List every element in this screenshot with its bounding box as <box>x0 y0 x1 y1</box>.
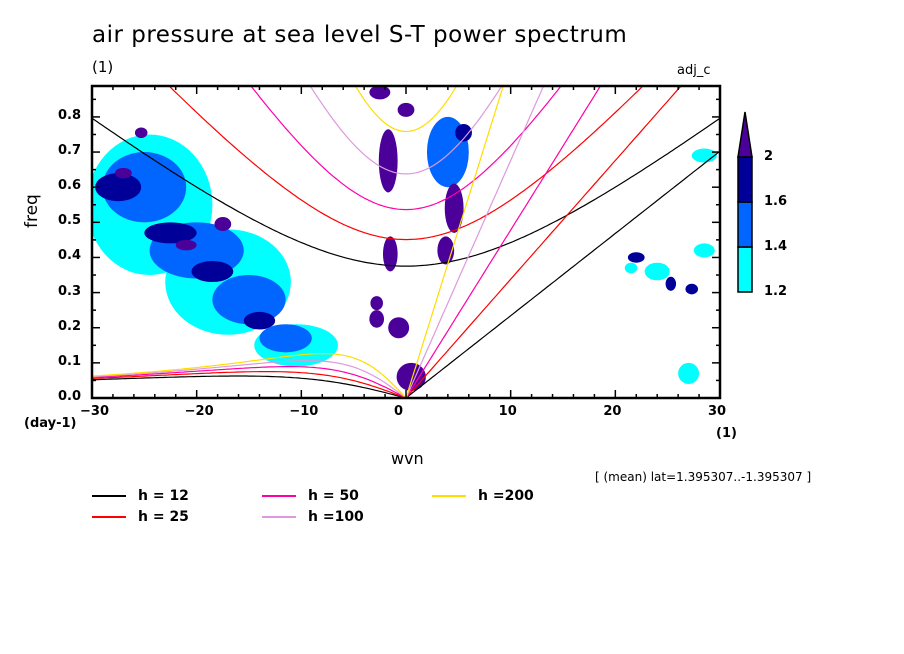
contour-blob <box>212 275 286 325</box>
contour-blob <box>191 260 234 283</box>
colorbar-label: 1.6 <box>764 194 788 209</box>
y-tick-label: 0.5 <box>58 213 82 229</box>
colorbar-extend-triangle <box>737 111 753 158</box>
y-tick-label: 0.2 <box>58 318 82 334</box>
dispersion-curve-layer <box>92 86 720 398</box>
rossby-wave-curve <box>92 375 407 398</box>
contour-blob <box>259 324 312 353</box>
legend-item: h = 12 <box>92 488 189 504</box>
x-tick-label: −10 <box>289 404 319 419</box>
colorbar <box>737 111 753 293</box>
kelvin-wave-curve <box>405 150 720 398</box>
contour-blob <box>382 236 398 272</box>
contour-blob <box>624 262 638 274</box>
variable-name: adj_c <box>677 63 711 78</box>
colorbar-segment <box>737 201 753 248</box>
contour-blob <box>693 243 715 258</box>
legend-swatch <box>262 495 296 497</box>
contour-blob <box>369 310 385 328</box>
kelvin-wave-curve <box>405 86 504 398</box>
x-axis-ticks <box>91 86 721 398</box>
contour-blob <box>685 283 699 295</box>
inertia-gravity-curve <box>250 86 562 211</box>
y-axis-units: (day-1) <box>24 416 77 431</box>
inertia-gravity-curve <box>168 86 644 241</box>
contour-blob <box>397 102 415 117</box>
x-tick-label: −20 <box>184 404 214 419</box>
legend-item: h =200 <box>432 488 534 504</box>
legend-swatch <box>432 495 466 497</box>
legend-label: h = 50 <box>308 488 359 504</box>
y-tick-label: 0.1 <box>58 353 82 369</box>
x-axis-units: (1) <box>716 426 737 441</box>
legend-swatch <box>92 495 126 497</box>
contour-blob <box>691 148 717 163</box>
contour-blob <box>370 296 383 311</box>
x-tick-label: 0 <box>394 404 404 419</box>
chart-units: (1) <box>92 58 114 76</box>
inertia-gravity-curve <box>309 86 503 175</box>
y-tick-label: 0.7 <box>58 143 82 159</box>
contour-blob <box>115 167 132 179</box>
y-tick-label: 0.3 <box>58 283 82 299</box>
contour-blob <box>378 129 398 193</box>
contour-blob <box>144 222 197 244</box>
legend-item: h = 25 <box>92 509 189 525</box>
colorbar-label: 2 <box>764 149 774 164</box>
x-tick-label: −30 <box>80 404 109 419</box>
inertia-gravity-curve <box>92 117 720 267</box>
contour-blob <box>665 276 677 291</box>
y-tick-label: 0.8 <box>58 107 82 123</box>
mean-latitude-note: [ (mean) lat=1.395307..-1.395307 ] <box>595 470 812 484</box>
contour-blob <box>455 123 472 142</box>
y-axis-ticks <box>92 98 720 399</box>
legend-item: h =100 <box>262 509 364 525</box>
y-tick-label: 0.6 <box>58 178 82 194</box>
inertia-gravity-curve <box>354 86 458 133</box>
contour-blob <box>644 262 670 281</box>
rossby-wave-curve <box>92 366 407 398</box>
x-axis-label: wvn <box>391 449 424 468</box>
contour-blob <box>175 239 197 251</box>
kelvin-wave-curve <box>405 86 545 398</box>
legend-label: h =200 <box>478 488 534 504</box>
legend-label: h =100 <box>308 509 364 525</box>
rossby-wave-curve <box>92 360 407 398</box>
y-tick-label: 0.0 <box>58 389 82 404</box>
rossby-wave-curve <box>92 371 407 398</box>
contour-blob <box>243 311 276 330</box>
contour-blob <box>678 362 700 384</box>
x-tick-label: 20 <box>603 404 622 419</box>
colorbar-label: 1.4 <box>764 239 788 254</box>
contour-blob <box>444 183 464 233</box>
legend-swatch <box>262 516 296 518</box>
colorbar-label: 1.2 <box>764 284 788 299</box>
contour-blob <box>388 317 410 339</box>
kelvin-wave-curve <box>405 86 602 398</box>
colorbar-segment <box>737 156 753 203</box>
contour-blob <box>369 86 391 100</box>
contour-blob <box>134 127 148 138</box>
chart-title: air pressure at sea level S-T power spec… <box>92 22 628 48</box>
contour-blob <box>627 252 645 263</box>
legend-label: h = 25 <box>138 509 189 525</box>
legend-swatch <box>92 516 126 518</box>
legend-item: h = 50 <box>262 488 359 504</box>
kelvin-wave-curve <box>405 86 682 398</box>
x-tick-label: 10 <box>498 404 517 419</box>
colorbar-segment <box>737 246 753 293</box>
x-tick-label: 30 <box>708 404 727 419</box>
contour-blob <box>214 217 232 232</box>
contour-blob <box>95 173 142 202</box>
rossby-wave-curve <box>92 353 407 398</box>
legend-label: h = 12 <box>138 488 189 504</box>
y-tick-label: 0.4 <box>58 248 82 264</box>
contour-fill-layer <box>92 86 717 391</box>
